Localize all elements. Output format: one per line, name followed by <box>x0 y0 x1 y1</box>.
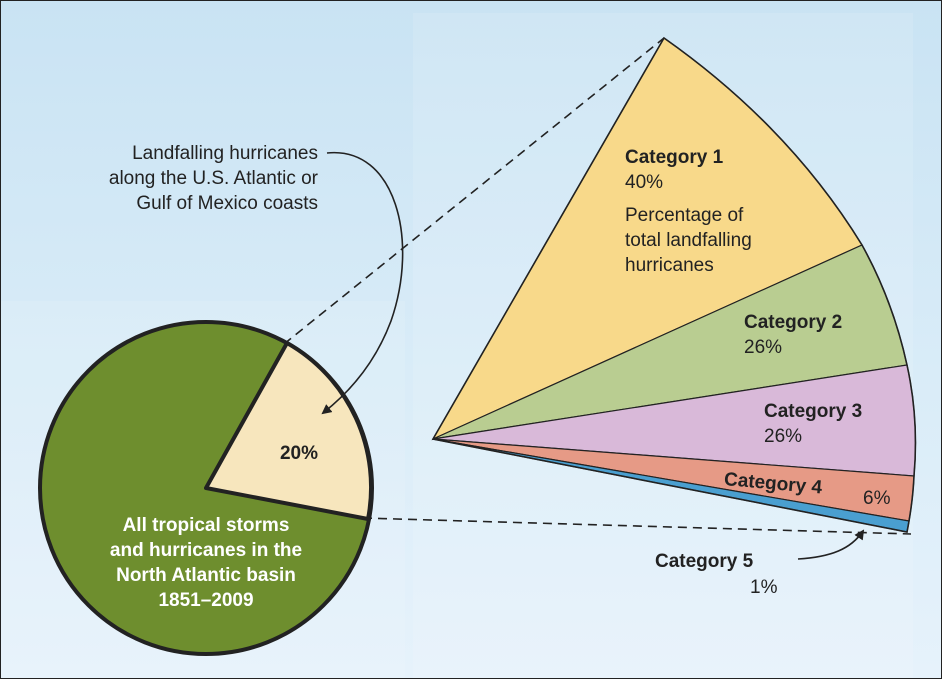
category-5-arrow <box>797 529 865 560</box>
fan-note-line: total landfalling <box>625 230 752 251</box>
category-2-name: Category 2 <box>744 312 842 333</box>
callout-line: along the U.S. Atlantic or <box>109 168 319 189</box>
category-1-name: Category 1 <box>625 147 724 168</box>
category-3-percent: 26% <box>764 426 802 447</box>
connector-line-top <box>283 37 665 345</box>
connector-line-bottom <box>362 517 912 535</box>
callout-arrow <box>321 152 404 415</box>
fan-note-line: Percentage of <box>625 205 744 226</box>
pie-label-line: North Atlantic basin <box>116 565 296 586</box>
category-5-percent: 1% <box>750 577 778 598</box>
pie-label-line: 1851–2009 <box>158 590 253 611</box>
category-1-percent: 40% <box>625 172 663 193</box>
callout-line: Landfalling hurricanes <box>132 143 318 164</box>
pie-label-line: and hurricanes in the <box>110 540 302 561</box>
category-4-percent: 6% <box>863 488 891 509</box>
pie-slice-percent: 20% <box>280 443 318 464</box>
main-pie: 20% All tropical storms and hurricanes i… <box>38 320 374 656</box>
category-3-name: Category 3 <box>764 401 862 422</box>
pie-landfall-slice <box>204 341 374 521</box>
category-2-percent: 26% <box>744 337 782 358</box>
category-5-name: Category 5 <box>655 551 754 572</box>
fan-note-line: hurricanes <box>625 255 714 276</box>
fan-outline <box>431 36 917 533</box>
category-fan: Category 1 40% Percentage of total landf… <box>431 36 917 598</box>
callout-line: Gulf of Mexico coasts <box>136 193 318 214</box>
pie-label-line: All tropical storms <box>123 515 290 536</box>
